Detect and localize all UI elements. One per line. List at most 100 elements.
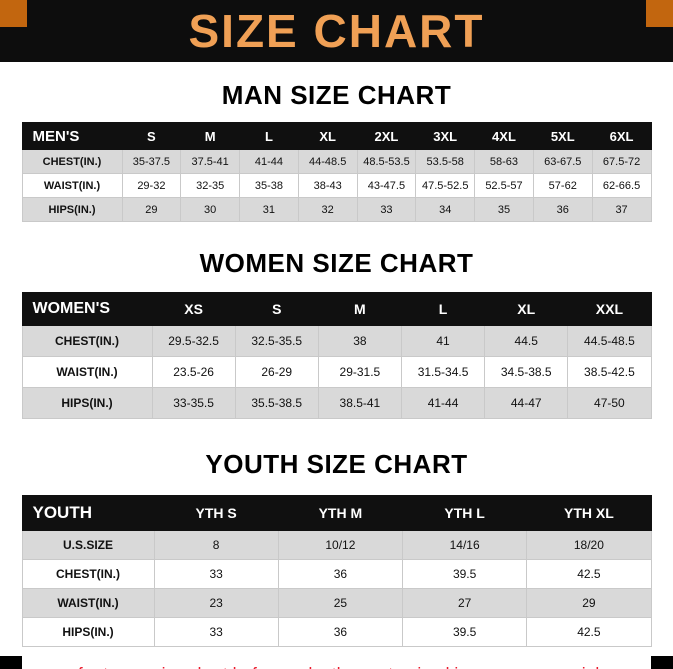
column-header: L [400,292,486,326]
size-value: 29 [121,197,182,222]
column-header: 6XL [591,122,652,150]
column-header: XXL [567,292,652,326]
top-left-corner-decoration [0,0,27,27]
column-header: XL [484,292,569,326]
youth-size-chart-heading: YOUTH SIZE CHART [205,449,468,479]
disclaimer-line-1: Please refer to our size chart before or… [4,663,669,669]
women-size-table: WOMEN'S XS S M L XL XXL CHEST(IN.) 29.5-32.5 32.5… [21,292,652,419]
size-value: 52.5-57 [474,173,534,198]
bottom-left-corner-decoration [0,656,22,669]
size-value: 62-66.5 [591,173,652,198]
table-row: WAIST(IN.) 23 25 27 29 [21,588,652,618]
size-value: 34 [415,197,476,222]
size-value: 35-38 [239,173,299,198]
size-value: 63-67.5 [532,149,593,174]
row-label: U.S.SIZE [21,530,155,560]
column-header: 4XL [474,122,534,150]
bottom-right-corner-decoration [651,656,673,669]
column-header: 5XL [532,122,593,150]
column-header: YTH XL [526,495,652,531]
table-row: CHEST(IN.) 29.5-32.5 32.5-35.5 38 41 44.5 44.5… [21,325,652,357]
size-value: 44-47 [484,387,569,419]
row-label: CHEST(IN.) [21,559,155,589]
column-header: XS [151,292,236,326]
size-value: 41 [400,325,486,357]
size-value: 33-35.5 [151,387,236,419]
size-value: 58-63 [474,149,534,174]
column-header: YOUTH [21,495,155,531]
size-value: 42.5 [526,617,652,647]
size-value: 30 [180,197,241,222]
size-value: 41-44 [400,387,486,419]
size-value: 44.5-48.5 [567,325,652,357]
row-label: HIPS(IN.) [21,387,153,419]
column-header: YTH L [401,495,528,531]
column-header: XL [297,122,358,150]
size-value: 26-29 [234,356,319,388]
size-value: 35.5-38.5 [234,387,319,419]
row-label: CHEST(IN.) [21,149,123,174]
size-value: 53.5-58 [415,149,476,174]
size-value: 23.5-26 [151,356,236,388]
size-value: 29.5-32.5 [151,325,236,357]
size-value: 33 [356,197,417,222]
size-value: 23 [153,588,279,618]
top-right-corner-decoration [646,0,673,27]
table-header-row: MEN'S S M L XL 2XL 3XL 4XL 5XL 6XL [21,122,652,150]
row-label: HIPS(IN.) [21,197,123,222]
table-row: CHEST(IN.) 35-37.5 37.5-41 41-44 44-48.5 48.5… [21,149,652,174]
table-row: HIPS(IN.) 33-35.5 35.5-38.5 38.5-41 41-44 44-… [21,387,652,419]
size-chart-banner: SIZE CHART [0,0,673,62]
size-value: 31 [239,197,299,222]
table-row: WAIST(IN.) 29-32 32-35 35-38 38-43 43-47.5 47.… [21,173,652,198]
size-value: 29-31.5 [317,356,402,388]
column-header: S [121,122,182,150]
size-value: 36 [532,197,593,222]
size-value: 25 [277,588,404,618]
man-size-chart-heading: MAN SIZE CHART [221,80,452,110]
table-row: HIPS(IN.) 29 30 31 32 33 34 35 36 37 [21,197,652,222]
size-value: 14/16 [401,530,528,560]
size-value: 38 [317,325,402,357]
size-value: 32 [297,197,358,222]
column-header: MEN'S [21,122,123,150]
column-header: M [317,292,402,326]
size-value: 36 [277,617,404,647]
size-value: 31.5-34.5 [400,356,486,388]
size-value: 18/20 [526,530,652,560]
size-value: 38-43 [297,173,358,198]
size-value: 33 [153,559,279,589]
size-value: 44-48.5 [297,149,358,174]
size-value: 36 [277,559,404,589]
size-value: 48.5-53.5 [356,149,417,174]
column-header: L [239,122,299,150]
size-value: 37.5-41 [180,149,241,174]
size-value: 44.5 [484,325,569,357]
size-value: 41-44 [239,149,299,174]
size-value: 47.5-52.5 [415,173,476,198]
column-header: M [180,122,241,150]
table-header-row: YOUTH YTH S YTH M YTH L YTH XL [21,495,652,531]
size-value: 38.5-42.5 [567,356,652,388]
column-header: YTH M [277,495,404,531]
size-value: 43-47.5 [356,173,417,198]
column-header: WOMEN'S [21,292,153,326]
column-header: 3XL [415,122,476,150]
size-value: 35-37.5 [121,149,182,174]
size-value: 8 [153,530,279,560]
size-value: 32-35 [180,173,241,198]
size-value: 10/12 [277,530,404,560]
size-value: 47-50 [567,387,652,419]
column-header: YTH S [153,495,279,531]
page-title: SIZE CHART [188,5,485,57]
size-value: 35 [474,197,534,222]
row-label: WAIST(IN.) [21,588,155,618]
size-value: 33 [153,617,279,647]
size-value: 27 [401,588,528,618]
size-value: 34.5-38.5 [484,356,569,388]
row-label: HIPS(IN.) [21,617,155,647]
row-label: WAIST(IN.) [21,173,123,198]
table-row: U.S.SIZE 8 10/12 14/16 18/20 [21,530,652,560]
size-value: 39.5 [401,559,528,589]
